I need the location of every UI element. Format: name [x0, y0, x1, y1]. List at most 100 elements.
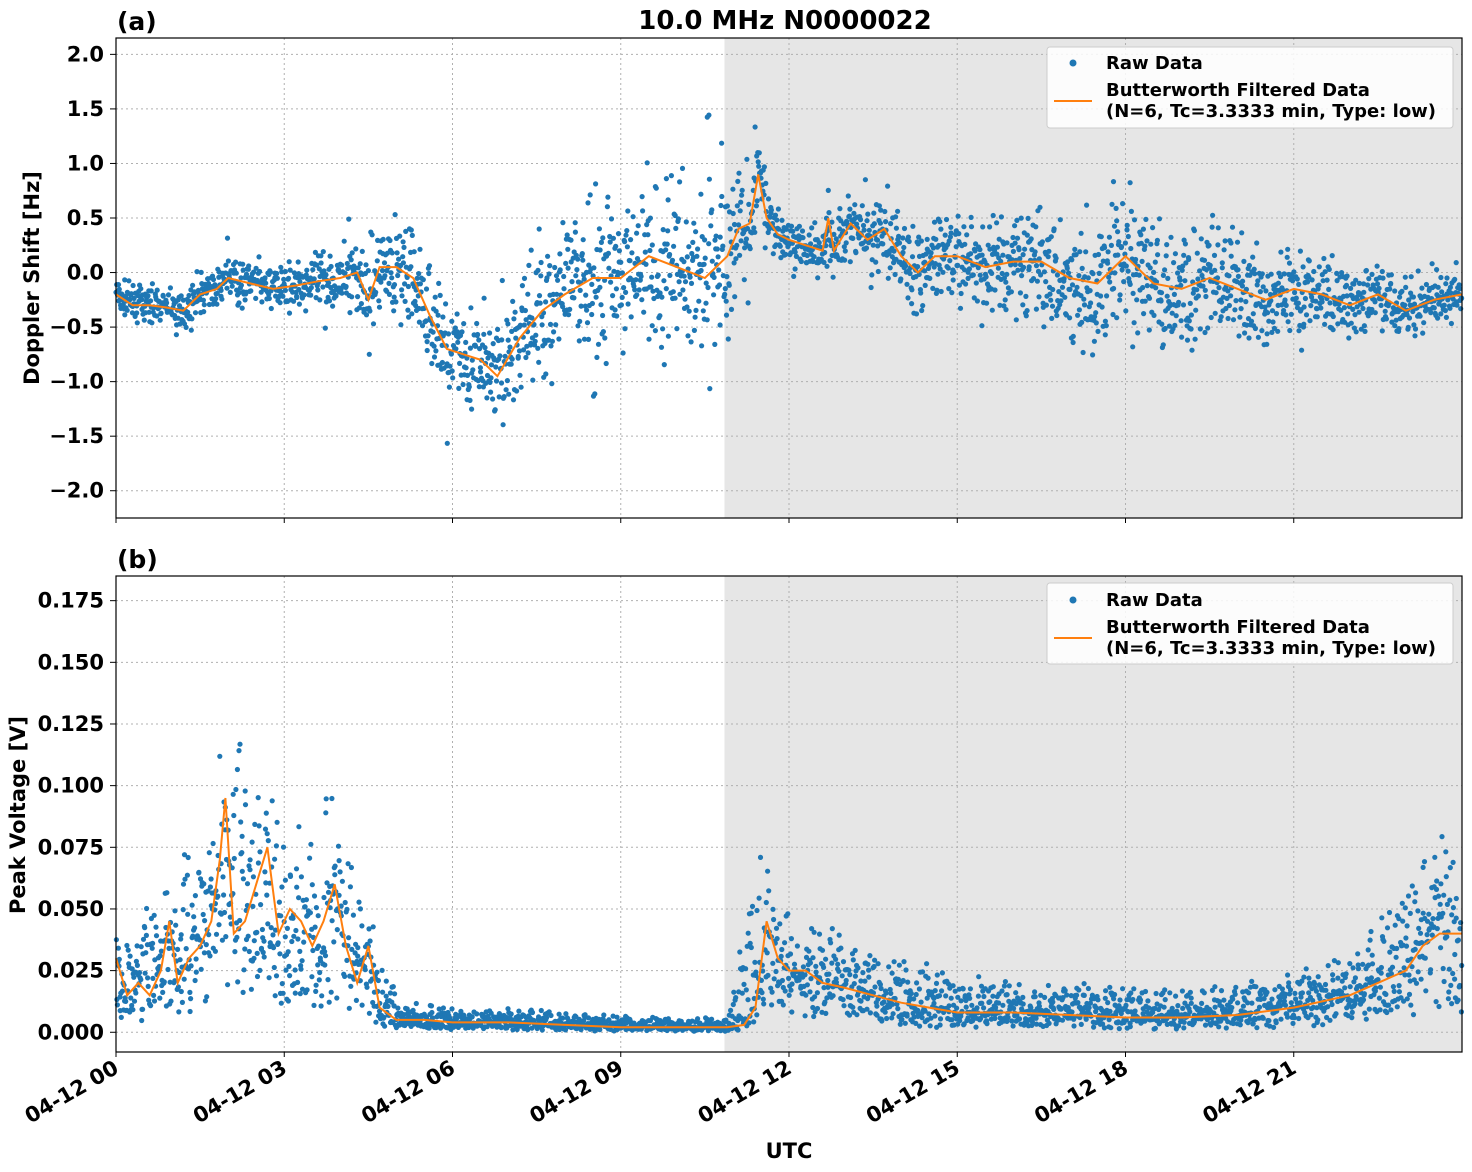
raw-data-point [401, 1012, 407, 1018]
raw-data-point [1212, 984, 1218, 990]
raw-data-point [1103, 988, 1109, 994]
raw-data-point [872, 984, 878, 990]
raw-data-point [1271, 1024, 1277, 1030]
raw-data-point [201, 302, 207, 308]
raw-data-point [895, 976, 902, 983]
raw-data-point [630, 214, 636, 220]
raw-data-point [1078, 293, 1084, 299]
raw-data-point [871, 210, 877, 216]
raw-data-point [470, 367, 476, 373]
raw-data-point [263, 280, 269, 286]
raw-data-point [963, 997, 969, 1004]
raw-data-point [395, 1005, 401, 1011]
raw-data-point [234, 934, 240, 941]
raw-data-point [476, 384, 482, 390]
raw-data-point [510, 298, 516, 304]
raw-data-point [545, 253, 551, 259]
raw-data-point [618, 302, 625, 308]
raw-data-point [120, 301, 126, 307]
raw-data-point [950, 983, 956, 989]
raw-data-point [505, 1006, 511, 1012]
raw-data-point [1281, 307, 1287, 314]
raw-data-point [408, 264, 414, 270]
raw-data-point [1273, 311, 1280, 317]
raw-data-point [998, 214, 1005, 220]
raw-data-point [700, 308, 706, 314]
raw-data-point [286, 259, 292, 265]
raw-data-point [1445, 297, 1451, 303]
raw-data-point [829, 926, 835, 932]
raw-data-point [1167, 990, 1173, 996]
raw-data-point [1202, 287, 1208, 293]
raw-data-point [920, 303, 926, 309]
raw-data-point [449, 368, 455, 374]
raw-data-point [284, 925, 290, 932]
raw-data-point [747, 246, 753, 252]
raw-data-point [1299, 978, 1305, 984]
raw-data-point [683, 219, 689, 225]
raw-data-point [900, 977, 906, 984]
raw-data-point [1266, 318, 1272, 324]
raw-data-point [598, 302, 604, 308]
raw-data-point [234, 766, 240, 773]
raw-data-point [872, 957, 878, 963]
raw-data-point [809, 225, 815, 231]
raw-data-point [1213, 290, 1219, 296]
raw-data-point [297, 948, 303, 955]
raw-data-point [777, 243, 783, 249]
raw-data-point [746, 1020, 752, 1026]
raw-data-point [1010, 248, 1017, 254]
raw-data-point [1171, 260, 1177, 266]
raw-data-point [458, 1008, 464, 1015]
raw-data-point [582, 303, 588, 309]
raw-data-point [1297, 248, 1303, 254]
raw-data-point [557, 267, 563, 273]
raw-data-point [457, 360, 463, 366]
filtered-line-a [115, 174, 1463, 378]
raw-data-point [595, 341, 602, 347]
raw-data-point [1435, 315, 1441, 321]
panel-a: 2.0 1.5 1.0 0.5 0.0 −0.5 −1.0 −1.5 −2.0 … [20, 37, 1465, 523]
raw-data-point [884, 1015, 890, 1022]
raw-data-point [852, 973, 859, 979]
raw-data-point [1176, 299, 1182, 305]
raw-data-point [645, 232, 651, 238]
raw-data-point [1356, 280, 1363, 286]
raw-data-point [1280, 287, 1286, 293]
raw-data-point [726, 282, 732, 288]
raw-data-point [753, 203, 760, 209]
raw-data-point [880, 241, 886, 247]
raw-data-point [237, 917, 243, 924]
raw-data-point [391, 294, 397, 300]
raw-data-point [1224, 295, 1230, 301]
raw-data-point [1110, 311, 1116, 318]
raw-data-point [594, 354, 600, 360]
raw-data-point [297, 279, 303, 285]
raw-data-point [406, 314, 412, 320]
raw-data-point [131, 295, 137, 301]
raw-data-point [878, 207, 884, 213]
raw-data-point [1238, 306, 1244, 312]
raw-data-point [355, 961, 362, 968]
raw-data-point [848, 994, 854, 1001]
raw-data-point [1081, 302, 1088, 308]
raw-data-point [1142, 243, 1148, 249]
raw-data-point [1153, 285, 1159, 291]
raw-data-point [647, 215, 654, 221]
raw-data-point [970, 272, 976, 278]
raw-data-point [702, 237, 708, 243]
raw-data-point [119, 988, 125, 994]
raw-data-point [241, 967, 247, 973]
raw-data-point [133, 958, 139, 965]
raw-data-point [854, 221, 860, 227]
raw-data-point [1183, 260, 1189, 266]
raw-data-point [150, 975, 156, 982]
raw-data-point [736, 170, 742, 176]
raw-data-point [347, 884, 353, 890]
raw-data-point [202, 918, 208, 924]
raw-data-point [691, 327, 698, 333]
raw-data-point [539, 1027, 545, 1033]
raw-data-point [467, 397, 473, 403]
raw-data-point [948, 995, 954, 1001]
raw-data-point [681, 259, 687, 265]
